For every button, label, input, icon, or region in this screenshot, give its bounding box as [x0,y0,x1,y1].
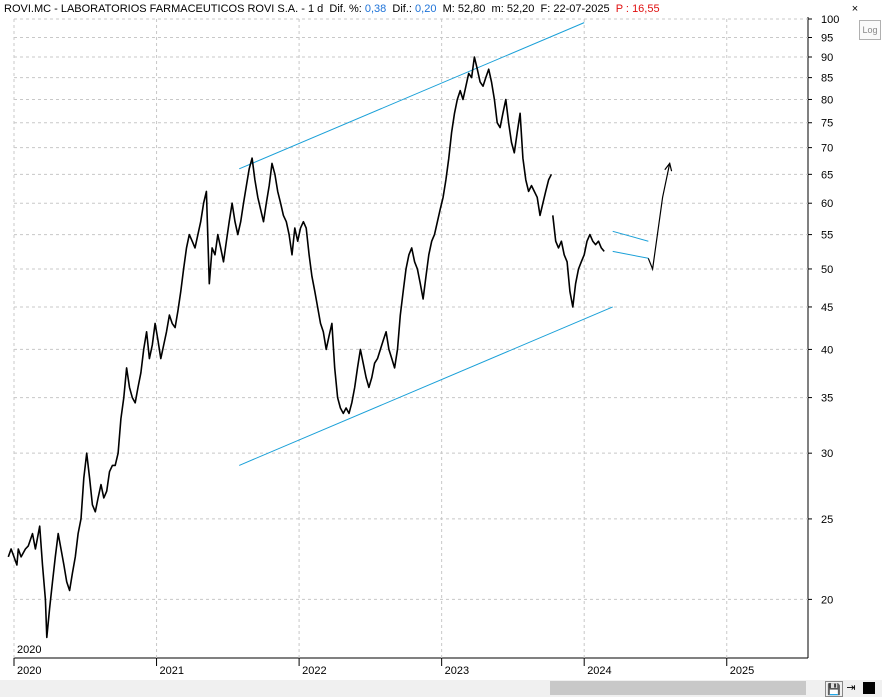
y-tick-label: 65 [821,169,833,181]
chart-title: ROVI.MC - LABORATORIOS FARMACEUTICOS ROV… [4,3,324,15]
y-tick-label: 75 [821,118,833,130]
scrollbar-thumb[interactable] [550,681,806,695]
save-icon[interactable]: 💾 [825,681,843,697]
dif-pct-label: Dif. %: [329,3,362,15]
date-label: F: [540,3,551,15]
min-value: 52,20 [506,3,535,15]
y-tick-label: 60 [821,198,833,210]
x-tick-label: 2023 [445,665,469,677]
max-value: 52,80 [457,3,486,15]
projection-arrow [647,163,671,272]
min-label: m: [491,3,504,15]
p-value: 16,55 [632,3,660,15]
dif-value: 0,20 [415,3,437,15]
log-scale-button[interactable]: Log [859,20,881,40]
p-label: P : [615,3,629,15]
dif-pct-value: 0,38 [364,3,387,15]
y-tick-label: 30 [821,448,833,460]
color-swatch-icon[interactable] [863,682,875,694]
trendline [239,306,613,466]
x-tick-label: 2022 [302,665,326,677]
trendline [239,22,585,170]
pin-icon[interactable]: ⇥ [846,682,856,694]
y-tick-label: 95 [821,32,833,44]
chart-header: ROVI.MC - LABORATORIOS FARMACEUTICOS ROV… [4,3,660,15]
price-line [7,56,553,639]
y-tick-label: 85 [821,73,833,85]
horizontal-scrollbar[interactable]: 💾 ⇥ [0,680,882,697]
corner-year-label: 2020 [17,644,41,656]
dif-label: Dif.: [392,3,412,15]
y-tick-label: 20 [821,594,833,606]
y-tick-label: 80 [821,94,833,106]
date-value: 22-07-2025 [553,3,610,15]
price-line [552,215,605,308]
y-tick-label: 40 [821,344,833,356]
y-tick-label: 90 [821,52,833,64]
y-tick-label: 50 [821,264,833,276]
max-label: M: [442,3,455,15]
y-tick-label: 55 [821,230,833,242]
y-tick-label: 35 [821,393,833,405]
x-tick-label: 2024 [587,665,611,677]
y-tick-label: 100 [821,14,839,26]
y-tick-label: 25 [821,514,833,526]
trendline [612,230,649,242]
trendline [612,250,649,259]
y-tick-label: 70 [821,143,833,155]
x-tick-label: 2020 [17,665,41,677]
x-tick-label: 2021 [160,665,184,677]
arrow-head [664,162,673,172]
y-tick-label: 45 [821,302,833,314]
x-tick-label: 2025 [730,665,754,677]
close-button[interactable]: × [851,3,859,15]
